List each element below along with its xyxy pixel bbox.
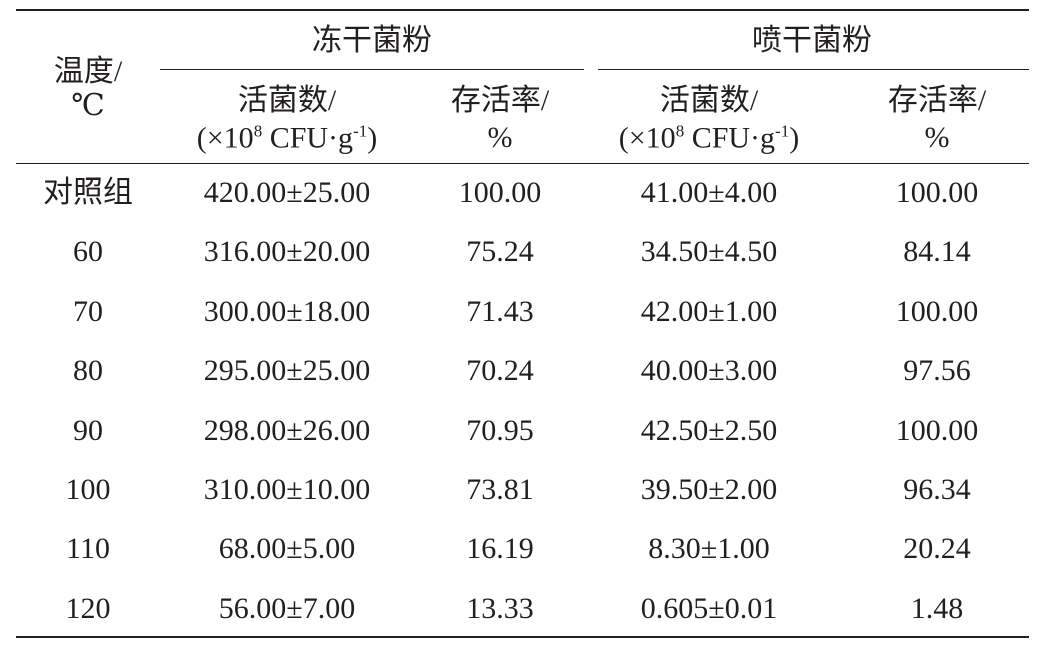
table-cell: 300.00±18.00 (203, 294, 371, 328)
table-cell: 1.48 (910, 591, 964, 625)
group-rule (160, 69, 584, 70)
table-cell: 75.24 (466, 235, 534, 269)
table-cell: 100.00 (895, 176, 979, 209)
table-cell: 420.00±25.00 (203, 176, 371, 209)
table-cell: 316.00±20.00 (203, 235, 371, 269)
column-header: 活菌数/ (659, 84, 759, 117)
table-cell: 68.00±5.00 (218, 532, 356, 566)
table-cell: 42.50±2.50 (640, 413, 778, 447)
table-cell: 100.00 (458, 176, 542, 209)
column-unit: (×108 CFU·g-1) (197, 123, 377, 154)
row-label: 90 (73, 413, 103, 447)
table-cell: 100.00 (895, 413, 979, 447)
column-unit: % (924, 121, 950, 154)
table-cell: 70.24 (466, 354, 534, 388)
unit-text: ) (367, 121, 378, 155)
group-header: 冻干菌粉 (312, 24, 432, 57)
group-header: 喷干菌粉 (752, 24, 872, 57)
row-label: 100 (65, 473, 111, 506)
table-cell: 42.00±1.00 (640, 294, 778, 328)
column-header: 存活率/ (450, 84, 550, 117)
column-header: 活菌数/ (237, 84, 337, 117)
table-cell: 34.50±4.50 (640, 235, 778, 269)
superscript: 8 (253, 121, 263, 141)
table-cell: 295.00±25.00 (203, 354, 371, 388)
table-cell: 0.605±0.01 (640, 591, 778, 625)
group-rule (598, 69, 1029, 70)
table-cell: 84.14 (903, 235, 971, 269)
table-cell: 39.50±2.00 (640, 473, 778, 506)
header-rule (16, 163, 1029, 164)
table-cell: 71.43 (466, 294, 534, 328)
temperature-unit: ℃ (71, 89, 105, 122)
table-cell: 13.33 (466, 591, 534, 625)
table-cell: 100.00 (895, 294, 979, 328)
table-cell: 41.00±4.00 (640, 176, 778, 209)
unit-text: CFU·g (262, 121, 354, 155)
table-cell: 20.24 (903, 532, 971, 566)
unit-text: CFU·g (684, 121, 776, 155)
table-cell: 16.19 (466, 532, 534, 566)
unit-text: (×10 (618, 121, 676, 155)
table-cell: 73.81 (466, 473, 534, 506)
superscript: -1 (353, 121, 368, 141)
column-unit: (×108 CFU·g-1) (619, 123, 799, 154)
column-header: 存活率/ (887, 84, 987, 117)
row-label: 110 (66, 532, 110, 566)
table-cell: 298.00±26.00 (203, 413, 371, 447)
table-cell: 97.56 (903, 354, 971, 388)
table-cell: 96.34 (903, 473, 971, 506)
table-cell: 8.30±1.00 (648, 532, 770, 566)
table-cell: 40.00±3.00 (640, 354, 778, 388)
row-label: 70 (73, 294, 103, 328)
table-cell: 70.95 (466, 413, 534, 447)
row-label: 对照组 (43, 176, 133, 209)
row-label: 80 (73, 354, 103, 388)
row-label: 60 (73, 235, 103, 269)
superscript: 8 (675, 121, 685, 141)
table-cell: 310.00±10.00 (203, 473, 371, 506)
row-label: 120 (65, 591, 111, 625)
unit-text: (×10 (196, 121, 254, 155)
top-rule (16, 9, 1029, 11)
temperature-header: 温度/ (53, 55, 123, 88)
superscript: -1 (775, 121, 790, 141)
unit-text: ) (789, 121, 800, 155)
table-cell: 56.00±7.00 (218, 591, 356, 625)
column-unit: % (487, 121, 513, 154)
bottom-rule (16, 636, 1029, 638)
